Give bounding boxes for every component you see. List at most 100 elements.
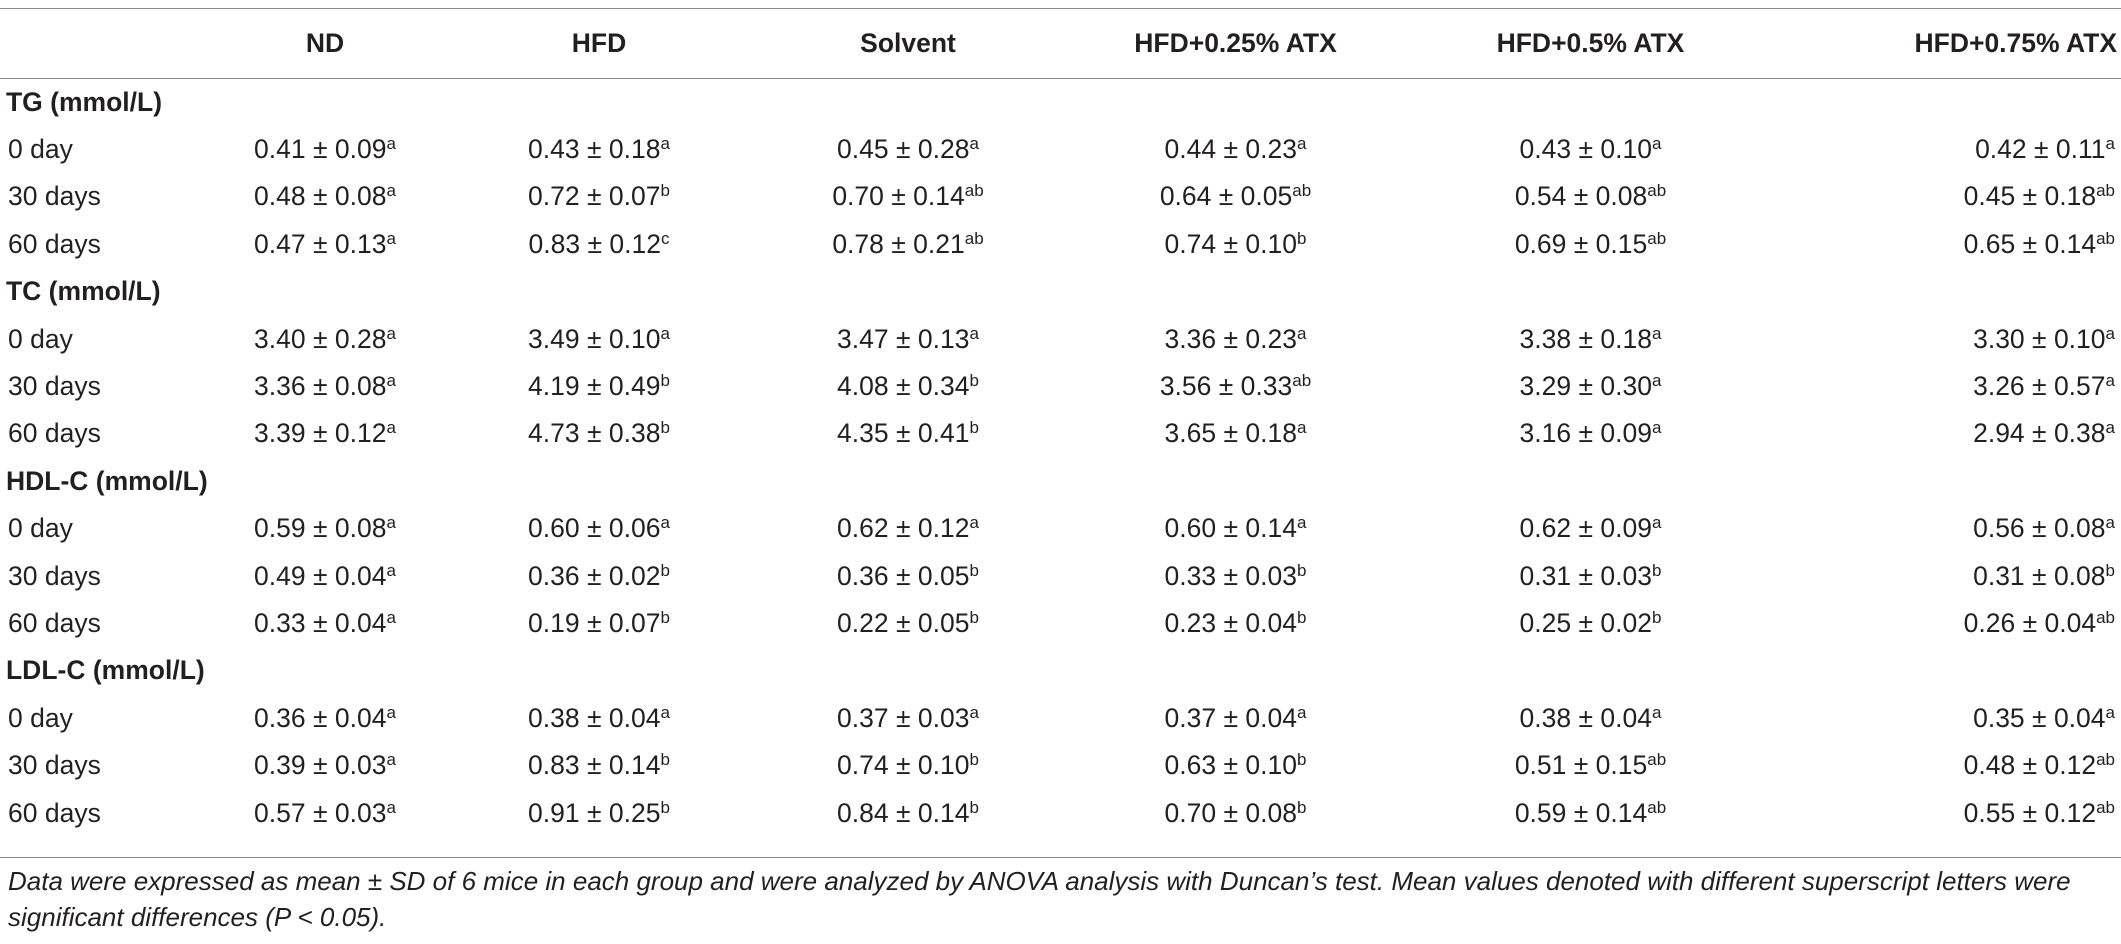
cell-value: 0.59 ± 0.14 — [1514, 797, 1648, 828]
cell-value: 0.45 ± 0.28 — [837, 134, 970, 165]
cell-superscript: c — [660, 228, 670, 248]
cell-superscript: ab — [1647, 750, 1667, 770]
cell-value: 0.39 ± 0.03 — [254, 750, 387, 781]
cell-superscript: a — [386, 371, 396, 391]
cell-value: 0.56 ± 0.08 — [1973, 513, 2106, 544]
cell-value: 0.41 ± 0.09 — [254, 134, 387, 165]
cell-value: 0.31 ± 0.03 — [1519, 560, 1652, 591]
cell-superscript: a — [1651, 134, 1662, 154]
column-header-hfd-075-atx: HFD+0.75% ATX — [1768, 8, 2121, 79]
data-cell: 3.65 ± 0.18a — [1058, 410, 1413, 457]
data-cell: 0.83 ± 0.14b — [440, 742, 758, 789]
table-row: 30 days 0.48 ± 0.08a 0.72 ± 0.07b 0.70 ± 0.… — [0, 173, 2121, 220]
data-cell: 0.84 ± 0.14b — [758, 789, 1058, 836]
row-label: 30 days — [8, 371, 101, 402]
cell-value: 3.26 ± 0.57 — [1973, 371, 2106, 402]
data-cell: 0.19 ± 0.07b — [440, 600, 758, 647]
data-cell: 0.47 ± 0.13a — [210, 221, 440, 268]
cell-value: 0.19 ± 0.07 — [528, 607, 661, 638]
cell-value: 0.42 ± 0.11 — [1975, 134, 2106, 165]
cell-value: 0.74 ± 0.10 — [1164, 228, 1297, 259]
cell-value: 0.57 ± 0.03 — [254, 797, 387, 828]
cell-value: 3.36 ± 0.08 — [254, 371, 387, 402]
cell-superscript: a — [1296, 702, 1307, 722]
cell-value: 0.43 ± 0.10 — [1519, 134, 1652, 165]
column-header-hfd-05-atx: HFD+0.5% ATX — [1413, 8, 1768, 79]
data-cell: 3.30 ± 0.10a — [1768, 315, 2121, 362]
cell-superscript: b — [660, 371, 670, 391]
data-cell: 0.36 ± 0.05b — [758, 552, 1058, 599]
cell-value: 0.45 ± 0.18 — [1963, 181, 2097, 212]
cell-value: 0.54 ± 0.08 — [1514, 181, 1648, 212]
data-cell: 0.31 ± 0.03b — [1413, 552, 1768, 599]
cell-superscript: a — [660, 323, 670, 343]
cell-superscript: a — [1296, 323, 1307, 343]
data-cell: 3.49 ± 0.10a — [440, 315, 758, 362]
cell-value: 3.30 ± 0.10 — [1973, 323, 2106, 354]
cell-superscript: ab — [2096, 750, 2115, 770]
cell-value: 0.48 ± 0.12 — [1963, 750, 2097, 781]
row-label: 0 day — [8, 134, 73, 165]
cell-value: 0.60 ± 0.06 — [528, 513, 661, 544]
cell-value: 0.37 ± 0.04 — [1164, 702, 1297, 733]
data-cell: 3.29 ± 0.30a — [1413, 363, 1768, 410]
data-cell: 0.65 ± 0.14ab — [1768, 221, 2121, 268]
cell-value: 0.23 ± 0.04 — [1164, 607, 1297, 638]
cell-superscript: a — [386, 797, 396, 817]
cell-value: 3.39 ± 0.12 — [254, 418, 387, 449]
cell-superscript: b — [660, 418, 670, 438]
cell-value: 0.37 ± 0.03 — [837, 702, 970, 733]
data-cell: 0.41 ± 0.09a — [210, 126, 440, 173]
cell-superscript: a — [1651, 418, 1662, 438]
data-cell: 3.38 ± 0.18a — [1413, 315, 1768, 362]
cell-superscript: b — [1296, 560, 1307, 580]
data-cell: 0.33 ± 0.03b — [1058, 552, 1413, 599]
row-label: 0 day — [8, 513, 73, 544]
section-title: LDL-C (mmol/L) — [6, 655, 205, 686]
cell-value: 0.36 ± 0.05 — [837, 560, 970, 591]
cell-superscript: b — [969, 418, 979, 438]
cell-value: 0.22 ± 0.05 — [837, 607, 970, 638]
cell-superscript: b — [969, 750, 979, 770]
cell-value: 0.70 ± 0.14 — [832, 181, 965, 212]
cell-value: 0.47 ± 0.13 — [254, 228, 387, 259]
data-cell: 0.43 ± 0.18a — [440, 126, 758, 173]
data-cell: 0.74 ± 0.10b — [1058, 221, 1413, 268]
data-cell: 3.39 ± 0.12a — [210, 410, 440, 457]
cell-superscript: a — [660, 702, 670, 722]
data-cell: 0.60 ± 0.06a — [440, 505, 758, 552]
cell-superscript: a — [969, 513, 979, 533]
data-cell: 0.39 ± 0.03a — [210, 742, 440, 789]
data-cell: 0.59 ± 0.08a — [210, 505, 440, 552]
cell-value: 0.38 ± 0.04 — [1519, 702, 1652, 733]
table-row: 60 days 0.47 ± 0.13a 0.83 ± 0.12c 0.78 ± 0.… — [0, 221, 2121, 268]
cell-superscript: a — [386, 750, 396, 770]
cell-superscript: b — [660, 607, 670, 627]
cell-superscript: a — [386, 323, 396, 343]
cell-superscript: b — [1651, 560, 1662, 580]
cell-superscript: b — [660, 797, 670, 817]
data-cell: 3.47 ± 0.13a — [758, 315, 1058, 362]
data-cell: 0.64 ± 0.05ab — [1058, 173, 1413, 220]
cell-superscript: ab — [2096, 181, 2115, 201]
section-title: HDL-C (mmol/L) — [6, 465, 208, 496]
cell-value: 0.70 ± 0.08 — [1164, 797, 1297, 828]
cell-superscript: ab — [2096, 797, 2115, 817]
cell-value: 3.29 ± 0.30 — [1519, 371, 1652, 402]
cell-value: 0.64 ± 0.05 — [1159, 181, 1293, 212]
cell-superscript: a — [1296, 418, 1307, 438]
header-row: ND HFD Solvent HFD+0.25% ATX HFD+0.5% AT… — [0, 8, 2121, 79]
cell-superscript: b — [969, 560, 979, 580]
cell-value: 0.69 ± 0.15 — [1514, 228, 1648, 259]
section-row: TC (mmol/L) — [0, 268, 2121, 315]
cell-superscript: a — [2105, 134, 2115, 154]
table-footnote: Data were expressed as mean ± SD of 6 mi… — [8, 866, 2071, 932]
data-cell: 0.78 ± 0.21ab — [758, 221, 1058, 268]
data-cell: 0.49 ± 0.04a — [210, 552, 440, 599]
cell-superscript: ab — [1292, 181, 1312, 201]
cell-value: 3.47 ± 0.13 — [837, 323, 970, 354]
cell-superscript: b — [1296, 228, 1307, 248]
cell-superscript: a — [386, 607, 396, 627]
table-body: TG (mmol/L) 0 day 0.41 ± 0.09a 0.43 ± 0.18a… — [0, 79, 2121, 837]
data-cell: 0.59 ± 0.14ab — [1413, 789, 1768, 836]
